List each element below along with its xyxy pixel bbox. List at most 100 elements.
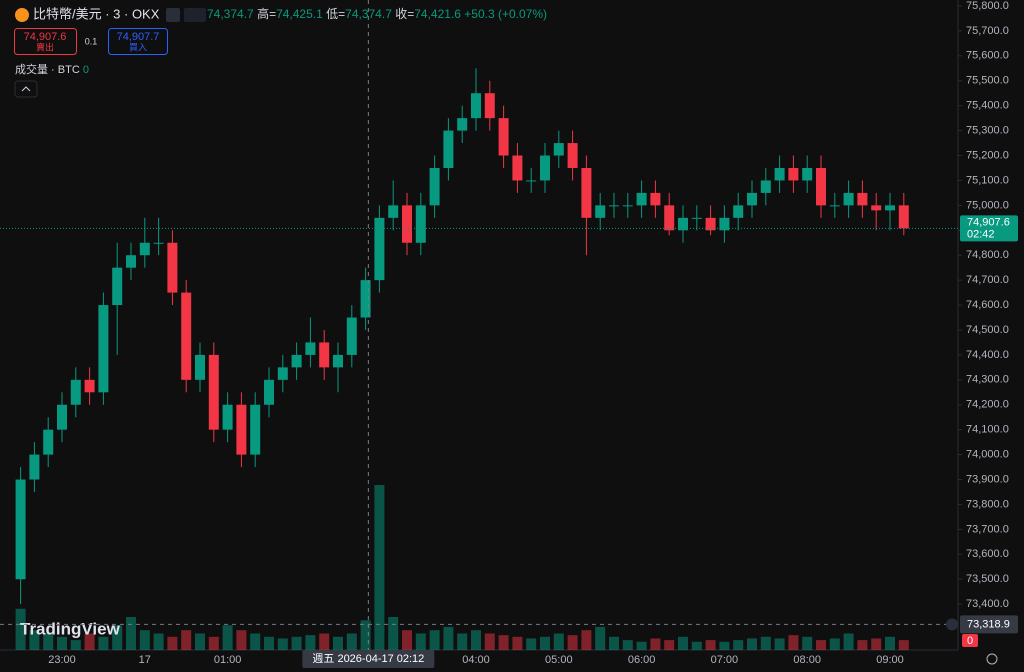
candle-body [402,205,412,243]
candle-body [567,143,578,168]
volume-bar [705,640,716,650]
y-tick-label: 75,500.0 [966,75,1009,87]
candle-body [429,167,440,206]
candle-body [126,255,136,268]
volume-bar [650,638,661,650]
candle-body [208,354,219,430]
candle-body [415,205,426,243]
volume-bar [222,625,233,650]
volume-bar [471,630,481,650]
candle-body [774,167,785,181]
candle-body [664,205,675,231]
symbol[interactable]: 比特幣/美元 · 3 · OKX [33,6,160,21]
volume-bar [360,620,371,650]
x-tick-label: 17 [139,654,151,666]
volume-bar [636,641,647,650]
volume-bar [195,633,205,650]
y-tick-label: 74,500.0 [966,324,1009,336]
candle-body [236,404,247,455]
more-icon[interactable] [184,8,206,22]
candle-body [84,379,95,393]
volume-value: 0 [83,64,89,76]
candle-body [139,242,150,256]
candle-body [112,267,123,306]
volume-bar [112,625,123,650]
candle-body [443,130,454,168]
y-tick-label: 75,200.0 [966,149,1009,161]
volume-bar [512,636,523,650]
candle-body [512,155,523,181]
candle-body [167,242,178,293]
low-label: 低= [326,7,345,21]
volume-bar [388,617,399,650]
y-tick-label: 74,300.0 [966,374,1009,386]
watermark: TradingView [20,619,121,638]
countdown: 02:42 [967,228,995,240]
volume-bar [788,635,799,650]
x-tick-label: 23:00 [48,654,76,666]
last-price-label: 74,907.6 [967,216,1010,228]
y-tick-label: 75,000.0 [966,199,1009,211]
y-tick-label: 75,800.0 [966,0,1009,12]
candle-body [898,205,909,229]
sell-button[interactable] [14,28,77,55]
settings-icon[interactable] [986,653,998,665]
quantity[interactable]: 0.1 [85,36,98,46]
y-tick-label: 73,800.0 [966,498,1009,510]
change: +50.3 (+0.07%) [464,7,547,21]
volume-bar [678,636,688,650]
volume-bar [747,638,757,650]
x-tick-label: 06:00 [628,654,656,666]
volume-bar [181,630,192,650]
coin-icon [15,8,29,22]
x-tick-label: 07:00 [711,654,739,666]
volume-bar [691,641,702,650]
add-button[interactable] [946,618,958,631]
candle-body [70,379,81,405]
volume-bar [70,640,81,650]
close-value: 74,421.6 [414,7,461,21]
volume-bar [898,640,909,650]
y-tick-label: 74,600.0 [966,299,1009,311]
volume-bar [609,636,619,650]
sell-price: 74,907.6 [24,31,67,43]
volume-marker-box [962,634,978,647]
high-label: 高= [257,6,276,21]
crosshair-time-box [302,650,435,668]
volume-bar [429,630,440,650]
candle-body [15,479,26,580]
collapse-button[interactable] [14,80,38,98]
y-tick-label: 75,700.0 [966,25,1009,37]
volume-bar [374,485,385,650]
flag-icon[interactable] [166,8,180,22]
volume-bar [84,633,95,650]
buy-price: 74,907.7 [117,31,160,43]
volume-bar [29,630,40,650]
y-tick-label: 74,700.0 [966,274,1009,286]
candle-body [553,143,564,156]
volume-marker: 0 [967,635,973,647]
candle-body [747,192,757,206]
candle-body [678,217,688,231]
candle-body [346,317,357,355]
candle-body [388,205,399,218]
candle-body [498,118,509,156]
candle-body [540,155,550,181]
y-tick-label: 75,100.0 [966,174,1009,186]
sell-label: 賣出 [36,41,54,52]
volume-bar [333,636,343,650]
volume-label: 成交量 · BTC [15,62,80,76]
volume-bar [443,626,454,650]
high-value: 74,425.1 [276,7,323,21]
candle-body [760,180,771,193]
collapse-icon [21,86,31,92]
volume-bar [264,636,274,650]
candle-body [691,217,702,219]
buy-button[interactable] [108,28,168,55]
last-price-box [960,215,1018,242]
low-value: 74,374.7 [345,7,392,21]
candle-body [719,217,730,231]
candle-body [871,205,882,211]
